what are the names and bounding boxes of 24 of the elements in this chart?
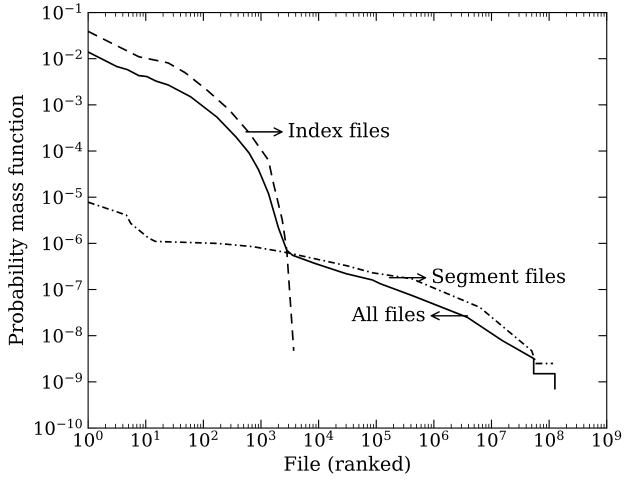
x-tick-label: 10$^{7}$ xyxy=(478,430,506,447)
x-tick-label: 10$^{4}$ xyxy=(304,430,334,447)
y-tick-label: 10$^{−8}$ xyxy=(43,326,82,343)
y-tick-label: 10$^{−1}$ xyxy=(43,3,81,20)
annotation: Index files xyxy=(288,122,390,138)
y-tick-label: 10$^{−6}$ xyxy=(43,234,82,250)
x-tick-label: 10$^{8}$ xyxy=(535,430,564,447)
annotation: All files xyxy=(352,306,425,322)
x-axis-title: File (ranked) xyxy=(284,456,410,474)
y-tick-label: 10$^{−4}$ xyxy=(43,142,82,158)
x-tick-label: 10$^{6}$ xyxy=(420,430,448,447)
y-tick-label: 10$^{−3}$ xyxy=(43,96,82,112)
x-tick-label: 10$^{3}$ xyxy=(247,430,276,447)
x-tick-label: 10$^{1}$ xyxy=(132,430,160,447)
x-tick-label: 10$^{0}$ xyxy=(74,430,103,447)
y-axis-title: Probability mass function xyxy=(8,94,28,346)
y-tick-label: 10$^{−9}$ xyxy=(43,372,82,389)
y-tick-label: 10$^{−7}$ xyxy=(43,280,82,297)
y-tick-label: 10$^{−5}$ xyxy=(43,188,82,204)
x-tick-label: 10$^{9}$ xyxy=(593,430,622,447)
x-tick-label: 10$^{2}$ xyxy=(190,430,218,447)
y-tick-label: 10$^{−2}$ xyxy=(43,49,82,66)
x-tick-label: 10$^{5}$ xyxy=(362,430,391,447)
annotation: Segment files xyxy=(432,268,566,288)
